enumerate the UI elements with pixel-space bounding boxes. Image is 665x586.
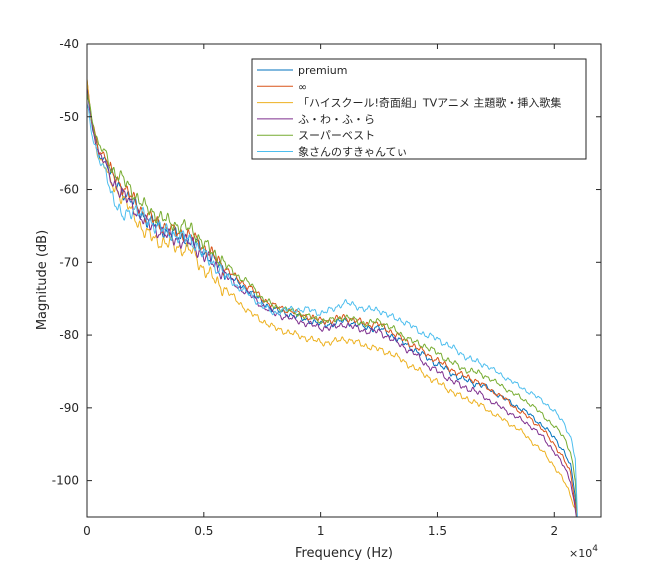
y-tick-label: -70 — [59, 255, 79, 269]
x-tick-label: 1 — [317, 524, 325, 538]
x-tick-label: 0.5 — [194, 524, 213, 538]
y-tick-label: -60 — [59, 183, 79, 197]
x-tick-label: 0 — [83, 524, 91, 538]
legend-box — [251, 58, 587, 160]
series-line — [87, 103, 578, 517]
x-axis-label: Frequency (Hz) — [295, 546, 393, 561]
y-tick-label: -90 — [59, 401, 79, 415]
series-line — [87, 78, 578, 517]
axes-box — [86, 43, 602, 518]
legend-label: 象さんのすきゃんてぃ — [298, 146, 407, 159]
legend: premium ∞ 「ハイスクール!奇面組」TVアニメ 主題歌・挿入歌集ふ・わ・ふ・… — [251, 58, 587, 160]
legend-label: ふ・わ・ふ・ら — [298, 113, 375, 126]
legend-label: ∞ — [298, 80, 307, 93]
y-tick-label: -100 — [52, 474, 79, 488]
series-layer — [87, 78, 578, 517]
y-axis-ticks: -100 -90 -80 -70 -60 -50 -40 — [52, 37, 601, 488]
x-tick-label: 1.5 — [428, 524, 447, 538]
series-line — [87, 87, 577, 517]
y-tick-label: -50 — [59, 110, 79, 124]
series-line — [87, 91, 578, 517]
y-tick-label: -80 — [59, 328, 79, 342]
legend-label: 「ハイスクール!奇面組」TVアニメ 主題歌・挿入歌集 — [298, 96, 561, 110]
legend-label: premium — [298, 64, 348, 77]
series-line — [87, 79, 578, 517]
x-tick-label: 2 — [550, 524, 558, 538]
y-tick-label: -40 — [59, 37, 79, 51]
x-axis-exponent: ×104 — [569, 544, 598, 560]
legend-label: スーパーベスト — [298, 129, 375, 142]
x-axis-exponent-power: 4 — [592, 544, 598, 554]
x-axis-ticks: 0 0.5 1 1.5 2 — [83, 44, 558, 538]
y-axis-label: Magnitude (dB) — [35, 230, 50, 330]
x-axis-exponent-base: ×10 — [569, 547, 592, 560]
